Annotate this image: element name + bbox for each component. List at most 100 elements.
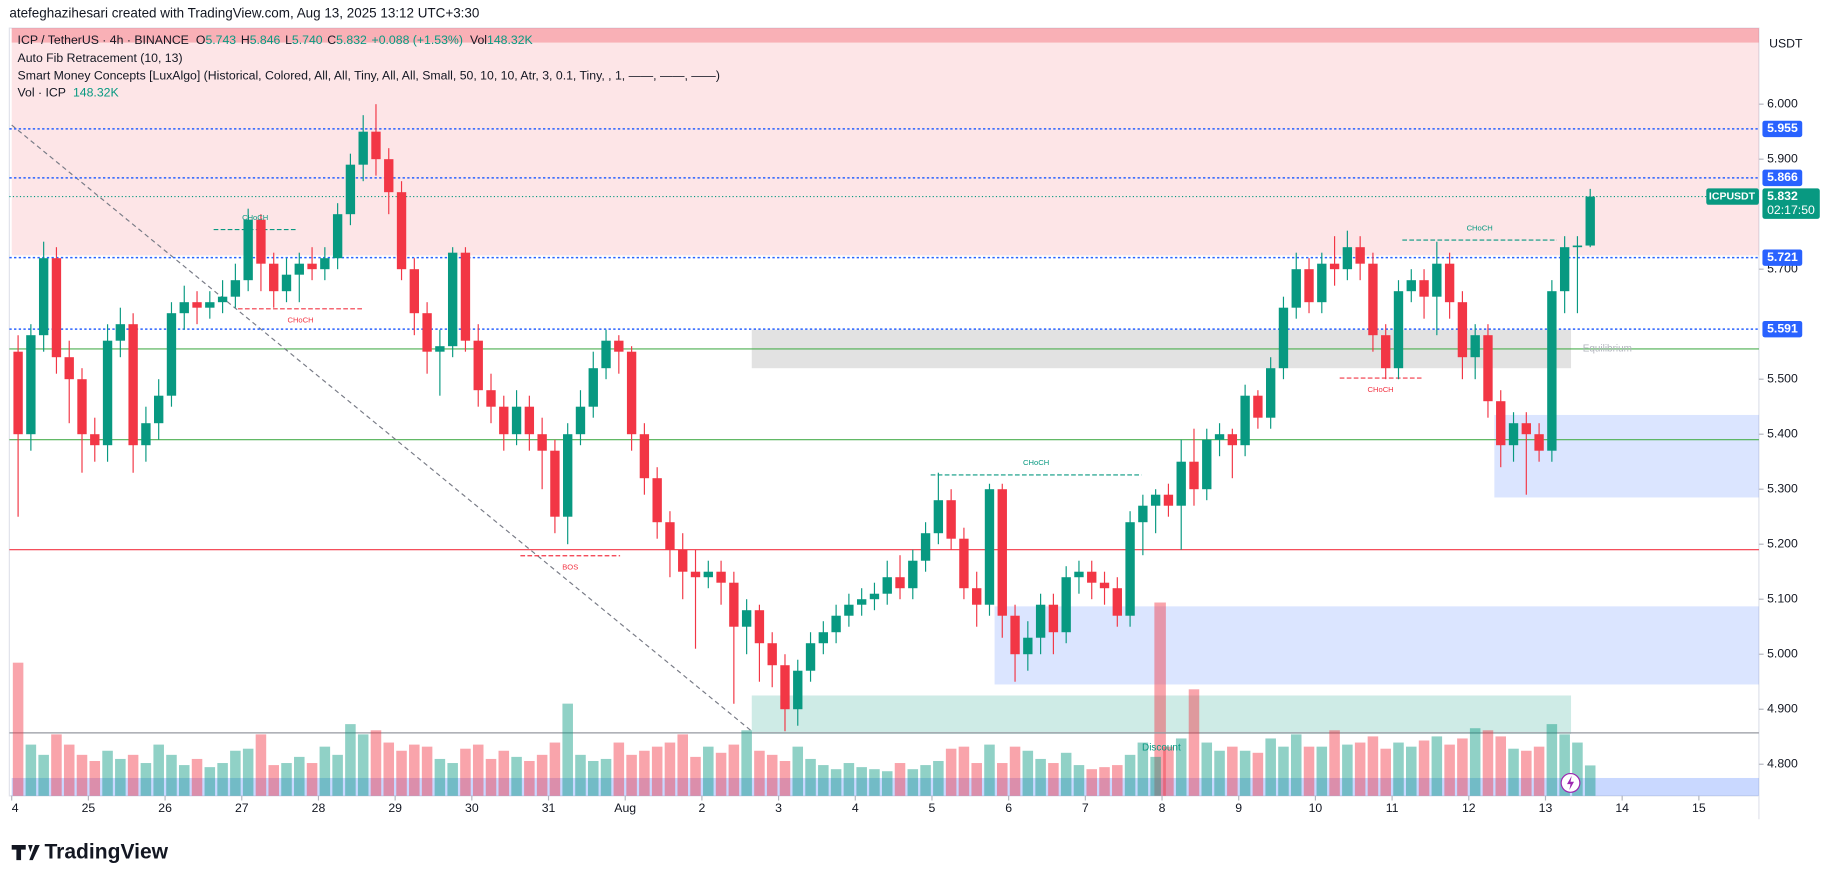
candle-body — [358, 131, 368, 165]
candle-body — [895, 577, 905, 589]
candle-body — [154, 395, 164, 424]
volume-bar — [1009, 746, 1021, 796]
volume-bar — [715, 752, 727, 796]
volume-bar — [51, 734, 62, 796]
candle-body — [908, 560, 918, 589]
volume-bar — [281, 763, 292, 796]
volume-bar — [1201, 742, 1213, 796]
candle-body — [1035, 604, 1046, 638]
volume-bar — [485, 758, 497, 796]
volume-bar — [575, 754, 586, 796]
volume-bar — [306, 763, 318, 796]
volume-bar — [460, 748, 471, 796]
volume-bar — [25, 744, 37, 796]
candle-body — [1304, 269, 1314, 303]
candle-body — [1023, 637, 1033, 655]
y-tick-label: 5.000 — [1767, 646, 1798, 660]
candle-body — [793, 670, 803, 710]
structure-label: CHoCH — [1023, 458, 1049, 467]
volume-bar — [984, 744, 995, 796]
candle-body — [1317, 263, 1327, 303]
ohlc-value: 5.846 — [250, 33, 281, 47]
candle-body — [575, 406, 586, 435]
volume-bar — [894, 763, 906, 796]
candle-body — [217, 296, 228, 303]
candle-body — [1547, 291, 1557, 451]
volume-bar — [933, 760, 944, 796]
candle-body — [409, 269, 420, 314]
volume-bar — [1239, 750, 1251, 796]
vol-key: Vol — [470, 33, 487, 47]
y-tick-label: 5.400 — [1767, 426, 1798, 440]
ohlc-value: 5.832 — [336, 33, 367, 47]
candle-body — [959, 538, 969, 589]
symbol: ICP / TetherUS · 4h · BINANCE — [18, 33, 189, 47]
x-tick-label: 25 — [82, 801, 96, 815]
volume-bar — [1316, 746, 1328, 796]
last-price-label: 5.832 — [1767, 189, 1798, 203]
volume-bar — [115, 758, 126, 796]
candle-body — [1074, 571, 1084, 578]
candle-body — [1406, 280, 1416, 292]
candle-body — [205, 302, 215, 308]
volume-bar — [153, 744, 164, 796]
brand-icon — [11, 844, 40, 861]
candle-body — [614, 340, 624, 352]
volume-bar — [1584, 765, 1596, 796]
volume-bar — [1303, 746, 1315, 796]
volume-bar — [703, 746, 714, 796]
candle-body — [626, 351, 637, 435]
volume-bar — [677, 734, 688, 796]
candle-body — [741, 610, 752, 627]
candle-body — [1496, 401, 1506, 446]
volume-bar — [626, 754, 637, 796]
candle-body — [805, 643, 816, 671]
x-tick-label: 7 — [1082, 801, 1089, 815]
y-tick-label: 4.900 — [1767, 701, 1798, 715]
volume-bar — [166, 754, 177, 796]
volume-bar — [511, 756, 522, 796]
candle-body — [767, 643, 777, 666]
candle-body — [972, 588, 982, 605]
x-tick-label: 8 — [1159, 801, 1166, 815]
volume-bar — [319, 746, 331, 796]
candle-body — [447, 252, 458, 347]
symbol-tag — [1706, 188, 1759, 205]
volume-bar — [1380, 748, 1391, 796]
volume-bar — [971, 763, 982, 796]
volume-bar — [1265, 738, 1276, 796]
last-price-tag — [1762, 188, 1820, 219]
candle-body — [141, 423, 151, 446]
volume-bar — [383, 742, 395, 796]
candle-body — [1291, 269, 1301, 308]
candle-body — [537, 434, 547, 451]
volume-bar — [818, 765, 829, 796]
zone-label: Discount — [1142, 743, 1181, 754]
level-tag — [1762, 120, 1803, 138]
volume-pane — [12, 662, 1596, 796]
candle-body — [1534, 434, 1544, 451]
candle-body — [1355, 247, 1365, 264]
alert-bolt — [1567, 775, 1575, 790]
header: atefeghazihesari created with TradingVie… — [9, 6, 479, 21]
x-tick-label: 3 — [775, 801, 782, 815]
volume-bar — [766, 754, 778, 796]
volume-bar — [447, 763, 458, 796]
candle-body — [1048, 604, 1059, 633]
x-tick-label: 9 — [1235, 801, 1242, 815]
volume-bar — [217, 763, 228, 796]
candle-body — [818, 632, 829, 644]
indicator-legend: Smart Money Concepts [LuxAlgo] (Historic… — [18, 68, 720, 82]
alert-icon — [1560, 772, 1581, 793]
candle-body — [869, 593, 880, 600]
candle-body — [550, 450, 560, 517]
candle-body — [1444, 263, 1455, 303]
candle-body — [281, 274, 292, 292]
volume-bar — [1124, 754, 1136, 796]
brand-name: TradingView — [44, 841, 168, 864]
volume-bar — [89, 760, 101, 796]
volume-bar — [1533, 746, 1545, 796]
volume-bar — [792, 746, 804, 796]
volume-bar — [1290, 734, 1302, 796]
volume-bar — [945, 748, 957, 796]
